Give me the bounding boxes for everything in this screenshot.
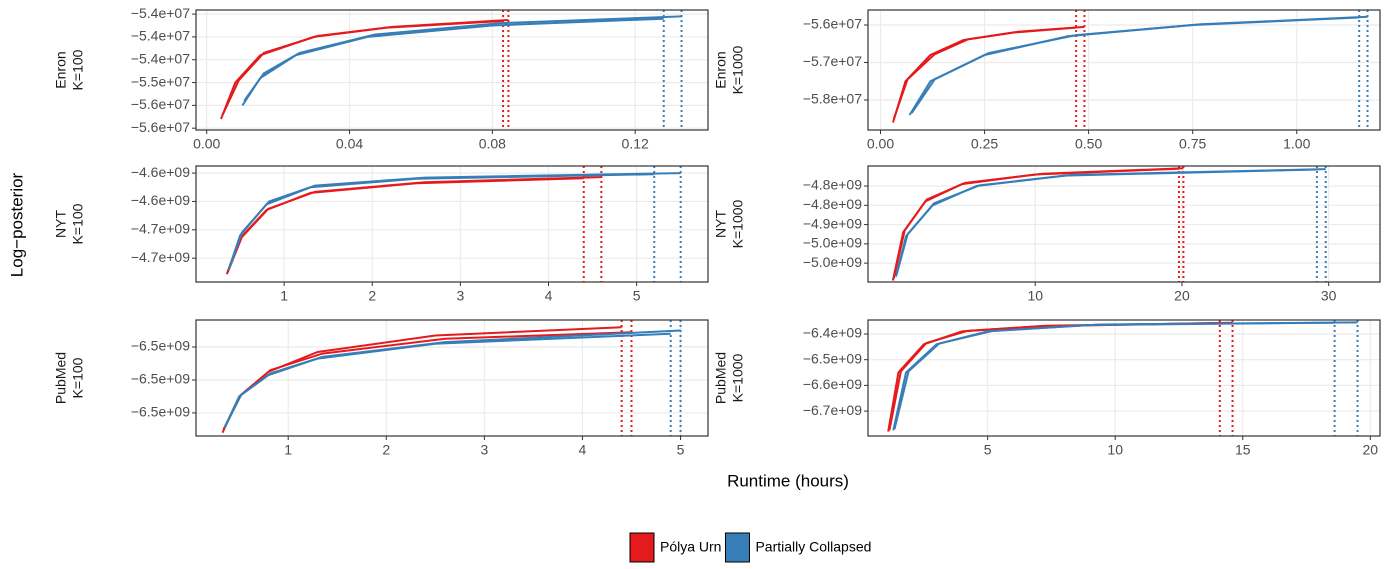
y-tick-label: −4.6e+09 [131, 192, 190, 208]
y-axis-title: Log−posterior [7, 172, 26, 277]
panel-label: PubMed [713, 352, 729, 404]
run-line [910, 15, 1368, 114]
y-tick-label: −6.5e+09 [131, 404, 190, 420]
y-tick-label: −5.4e+07 [131, 28, 190, 44]
x-tick-label: 1 [284, 442, 292, 458]
y-tick-label: −5.6e+07 [803, 16, 862, 32]
y-tick-label: −5.4e+07 [131, 5, 190, 21]
x-tick-label: 1 [280, 288, 288, 304]
y-tick-label: −5.6e+07 [131, 119, 190, 135]
x-tick-label: 0.75 [1179, 136, 1206, 152]
legend-label: Pólya Urn [660, 539, 721, 555]
legend: Pólya Urn Partially Collapsed [629, 532, 871, 563]
panel-border [195, 319, 709, 437]
y-tick-label: −4.6e+09 [131, 164, 190, 180]
x-tick-label: 4 [545, 288, 553, 304]
x-tick-label: 10 [1027, 288, 1043, 304]
y-tick-label: −6.4e+09 [803, 325, 862, 341]
panel-label: K=1000 [730, 199, 746, 248]
x-tick-label: 0.08 [479, 136, 506, 152]
y-tick-label: −6.7e+09 [803, 402, 862, 418]
x-tick-label: 5 [984, 442, 992, 458]
panel-label: Enron [53, 51, 69, 88]
panel-label: K=1000 [730, 45, 746, 94]
x-tick-label: 0.25 [971, 136, 998, 152]
panel-border [867, 165, 1381, 283]
y-tick-label: −5.6e+07 [131, 96, 190, 112]
run-line [892, 25, 1085, 120]
panel-label: NYT [713, 210, 729, 238]
panel-border [195, 9, 709, 131]
x-tick-label: 15 [1235, 442, 1251, 458]
panel-border [867, 319, 1381, 437]
run-line [895, 168, 1326, 275]
panel-label: NYT [53, 210, 69, 238]
x-tick-label: 2 [368, 288, 376, 304]
x-tick-label: 3 [456, 288, 464, 304]
x-tick-label: 5 [633, 288, 641, 304]
panel-label: K=1000 [730, 353, 746, 402]
x-tick-label: 2 [382, 442, 390, 458]
panel-label: K=100 [70, 357, 86, 398]
y-tick-label: −4.7e+09 [131, 221, 190, 237]
x-tick-label: 10 [1107, 442, 1123, 458]
run-line [892, 167, 1184, 279]
x-tick-label: 20 [1174, 288, 1190, 304]
panel-border [195, 165, 709, 283]
y-tick-label: −4.7e+09 [131, 249, 190, 265]
run-line [224, 329, 681, 427]
run-line [243, 15, 682, 102]
y-tick-label: −5.7e+07 [803, 53, 862, 69]
panel-border [867, 9, 1381, 131]
run-line [221, 19, 509, 115]
legend-label: Partially Collapsed [755, 539, 871, 555]
legend-swatch [629, 532, 655, 563]
y-tick-label: −4.8e+09 [803, 177, 862, 193]
x-tick-label: 0.00 [193, 136, 220, 152]
legend-swatch [724, 532, 750, 563]
panel-label: K=100 [70, 49, 86, 90]
x-tick-label: 1.00 [1283, 136, 1310, 152]
y-tick-label: −6.5e+09 [131, 338, 190, 354]
y-tick-label: −5.8e+07 [803, 91, 862, 107]
panel-background [196, 166, 708, 282]
panel-label: K=100 [70, 203, 86, 244]
x-axis-title: Runtime (hours) [727, 471, 849, 490]
x-tick-label: 20 [1363, 442, 1379, 458]
y-tick-label: −6.5e+09 [803, 350, 862, 366]
x-tick-label: 0.12 [622, 136, 649, 152]
y-tick-label: −4.9e+09 [803, 215, 862, 231]
y-tick-label: −5.0e+09 [803, 235, 862, 251]
x-tick-label: 5 [677, 442, 685, 458]
y-tick-label: −5.4e+07 [131, 50, 190, 66]
x-tick-label: 0.04 [336, 136, 363, 152]
x-tick-label: 30 [1321, 288, 1337, 304]
y-tick-label: −5.0e+09 [803, 254, 862, 270]
panel-label: PubMed [53, 352, 69, 404]
run-line [226, 176, 602, 273]
panel-background [868, 10, 1380, 130]
y-tick-label: −6.5e+09 [131, 371, 190, 387]
run-line [893, 321, 1358, 430]
y-tick-label: −6.6e+09 [803, 376, 862, 392]
x-tick-label: 4 [579, 442, 587, 458]
panel-background [196, 320, 708, 436]
run-line [228, 172, 681, 269]
x-tick-label: 3 [480, 442, 488, 458]
y-tick-label: −4.8e+09 [803, 196, 862, 212]
x-tick-label: 0.50 [1075, 136, 1102, 152]
y-tick-label: −5.5e+07 [131, 73, 190, 89]
x-tick-label: 0.00 [867, 136, 894, 152]
panel-label: Enron [713, 51, 729, 88]
